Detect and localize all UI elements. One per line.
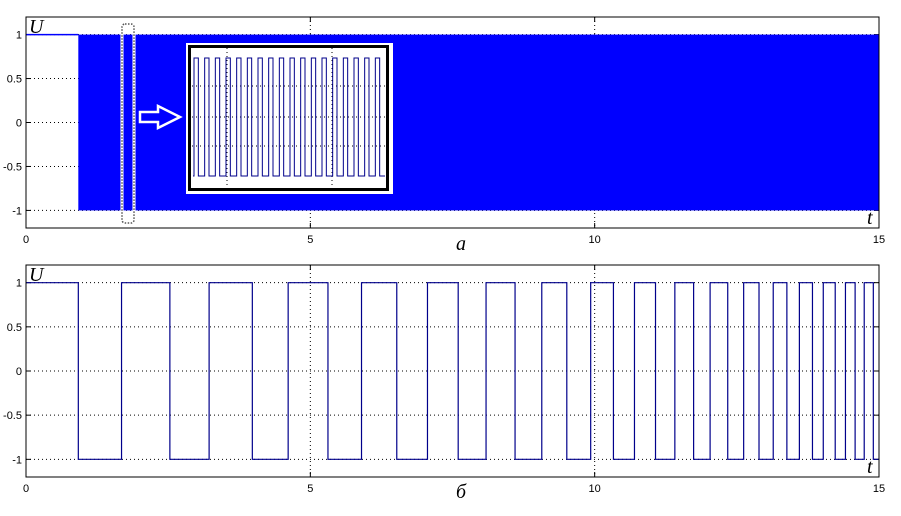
x-tick-label: 15 — [873, 483, 885, 495]
y-tick-label: -1 — [12, 205, 22, 217]
y-axis-label: U — [29, 16, 45, 38]
y-tick-label: 1 — [16, 30, 22, 42]
inset-signal-line — [193, 57, 385, 177]
selection-box — [121, 23, 135, 224]
y-tick-label: 0 — [16, 118, 22, 130]
x-tick-label: 15 — [873, 234, 885, 246]
caption-a: а — [456, 233, 466, 255]
y-tick-label: -0.5 — [3, 410, 22, 422]
y-tick-label: -0.5 — [3, 161, 22, 173]
x-axis-label: t — [867, 456, 873, 478]
y-tick-label: 0.5 — [7, 322, 22, 334]
caption-b: б — [456, 481, 467, 503]
x-tick-label: 0 — [23, 483, 29, 495]
y-axis-label: U — [29, 264, 45, 286]
chart-a: 0 5 10 15 1 0.5 0 -0.5 -1 Ut — [3, 16, 885, 246]
x-tick-label: 5 — [307, 234, 313, 246]
x-tick-label: 5 — [307, 483, 313, 495]
axes-frame — [25, 16, 880, 229]
x-tick-label: 10 — [589, 483, 601, 495]
chart-b: 0 5 10 15 1 0.5 0 -0.5 -1 Ut — [3, 264, 885, 495]
y-tick-label: 1 — [16, 278, 22, 290]
x-axis-label: t — [867, 207, 873, 229]
x-tick-label: 0 — [23, 234, 29, 246]
x-tick-label: 10 — [589, 234, 601, 246]
axes-frame — [25, 264, 880, 478]
signal-line — [26, 282, 879, 460]
y-tick-label: 0.5 — [7, 74, 22, 86]
y-tick-label: 0 — [16, 366, 22, 378]
inset-plot — [192, 48, 386, 188]
y-tick-label: -1 — [12, 454, 22, 466]
arrow-icon — [138, 103, 183, 131]
